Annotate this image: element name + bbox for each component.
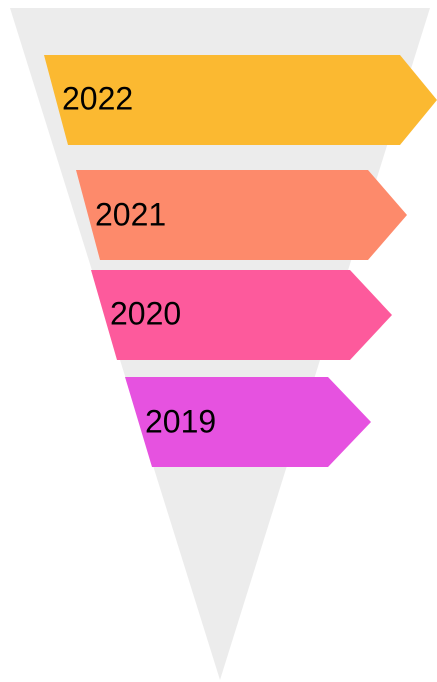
banner-label: 2021 bbox=[95, 196, 166, 232]
banner bbox=[44, 55, 437, 145]
banner bbox=[91, 270, 392, 360]
banner-label: 2019 bbox=[145, 403, 216, 439]
banner bbox=[76, 170, 407, 260]
banner-label: 2022 bbox=[62, 80, 133, 116]
banner-label: 2020 bbox=[110, 295, 181, 331]
banner bbox=[125, 377, 371, 467]
